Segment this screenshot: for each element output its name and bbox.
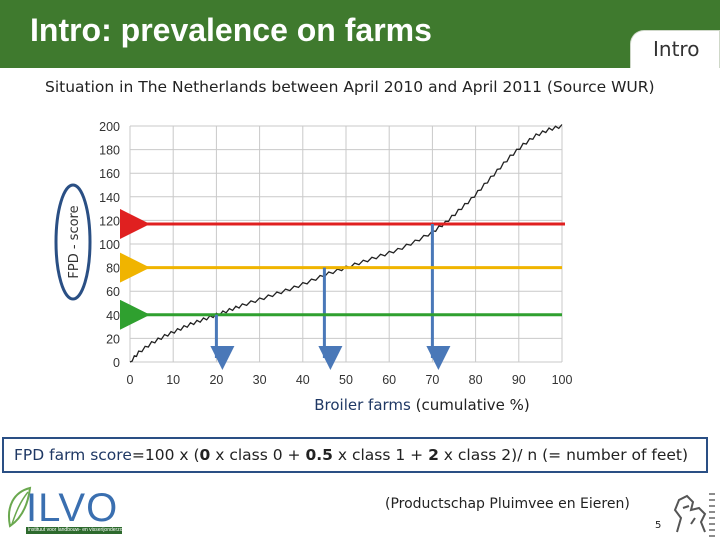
slide-title: Intro: prevalence on farms: [30, 12, 432, 48]
x-tick-labels: 0 10 20 30 40 50 60 70 80 90 100: [127, 373, 573, 387]
y-tick-label: 100: [99, 238, 120, 252]
y-axis-label-group: FPD - score: [54, 183, 92, 301]
leaf-icon: [8, 486, 32, 528]
y-tick-label: 200: [99, 120, 120, 134]
y-tick-label: 0: [113, 356, 120, 370]
x-tick-label: 70: [425, 373, 439, 387]
x-tick-label: 30: [253, 373, 267, 387]
y-tick-label: 140: [99, 191, 120, 205]
formula-text: FPD farm score=100 x (0 x class 0 + 0.5 …: [14, 446, 688, 464]
reference-arrows: [120, 208, 565, 370]
x-tick-label: 50: [339, 373, 353, 387]
chart-grid: [129, 125, 563, 363]
y-tick-label: 20: [106, 332, 120, 346]
formula-weight-0: 0: [199, 446, 211, 464]
x-tick-label: 20: [209, 373, 223, 387]
y-tick-label: 60: [106, 285, 120, 299]
y-tick-label: 180: [99, 144, 120, 158]
section-tab-label: Intro: [653, 37, 700, 61]
formula-part: x class 0 +: [210, 446, 306, 464]
formula-box: FPD farm score=100 x (0 x class 0 + 0.5 …: [2, 437, 708, 473]
header-bar: Intro: prevalence on farms Intro: [0, 0, 720, 68]
chart-area: 0 20 40 60 80 100 120 140 160 180 200 0 10 20 30 40 50 6…: [0, 100, 720, 430]
logo-tagline: instituut voor landbouw- en visserijonde…: [28, 527, 122, 533]
x-tick-label: 10: [166, 373, 180, 387]
ilvo-logo: ILVO instituut voor landbouw- en visseri…: [4, 484, 122, 534]
logo-tagline-bar: instituut voor landbouw- en visserijonde…: [26, 527, 122, 534]
y-tick-label: 80: [106, 262, 120, 276]
formula-weight-05: 0.5: [305, 446, 333, 464]
x-tick-label: 40: [296, 373, 310, 387]
section-tab[interactable]: Intro: [630, 30, 720, 68]
formula-weight-2: 2: [428, 446, 439, 464]
y-tick-label: 40: [106, 309, 120, 323]
formula-part: =100 x (: [131, 446, 200, 464]
source-note: (Productschap Pluimvee en Eieren): [385, 496, 630, 512]
formula-fpd: FPD: [14, 446, 45, 464]
flemish-lion-icon: [673, 493, 715, 537]
x-axis-label: Broiler farms (cumulative %): [314, 396, 530, 414]
fpd-chart: 0 20 40 60 80 100 120 140 160 180 200 0 10 20 30 40 50 6…: [54, 120, 573, 414]
y-tick-label: 160: [99, 167, 120, 181]
formula-part: x class 1 +: [332, 446, 429, 464]
y-tick-label: 120: [99, 214, 120, 228]
page-number: 5: [655, 520, 662, 531]
y-axis-label: FPD - score: [67, 205, 82, 278]
slide-subtitle: Situation in The Netherlands between Apr…: [45, 78, 655, 96]
x-tick-label: 80: [469, 373, 483, 387]
x-tick-label: 60: [382, 373, 396, 387]
y-tick-labels: 0 20 40 60 80 100 120 140 160 180 200: [99, 120, 120, 370]
formula-farm-score: farm score: [44, 446, 132, 464]
x-tick-label: 90: [512, 373, 526, 387]
logo-text: ILVO: [26, 486, 119, 530]
x-tick-label: 100: [552, 373, 573, 387]
x-tick-label: 0: [127, 373, 134, 387]
formula-part: x class 2)/ n (= number of feet): [438, 446, 689, 464]
y-label-highlight: [54, 183, 92, 301]
